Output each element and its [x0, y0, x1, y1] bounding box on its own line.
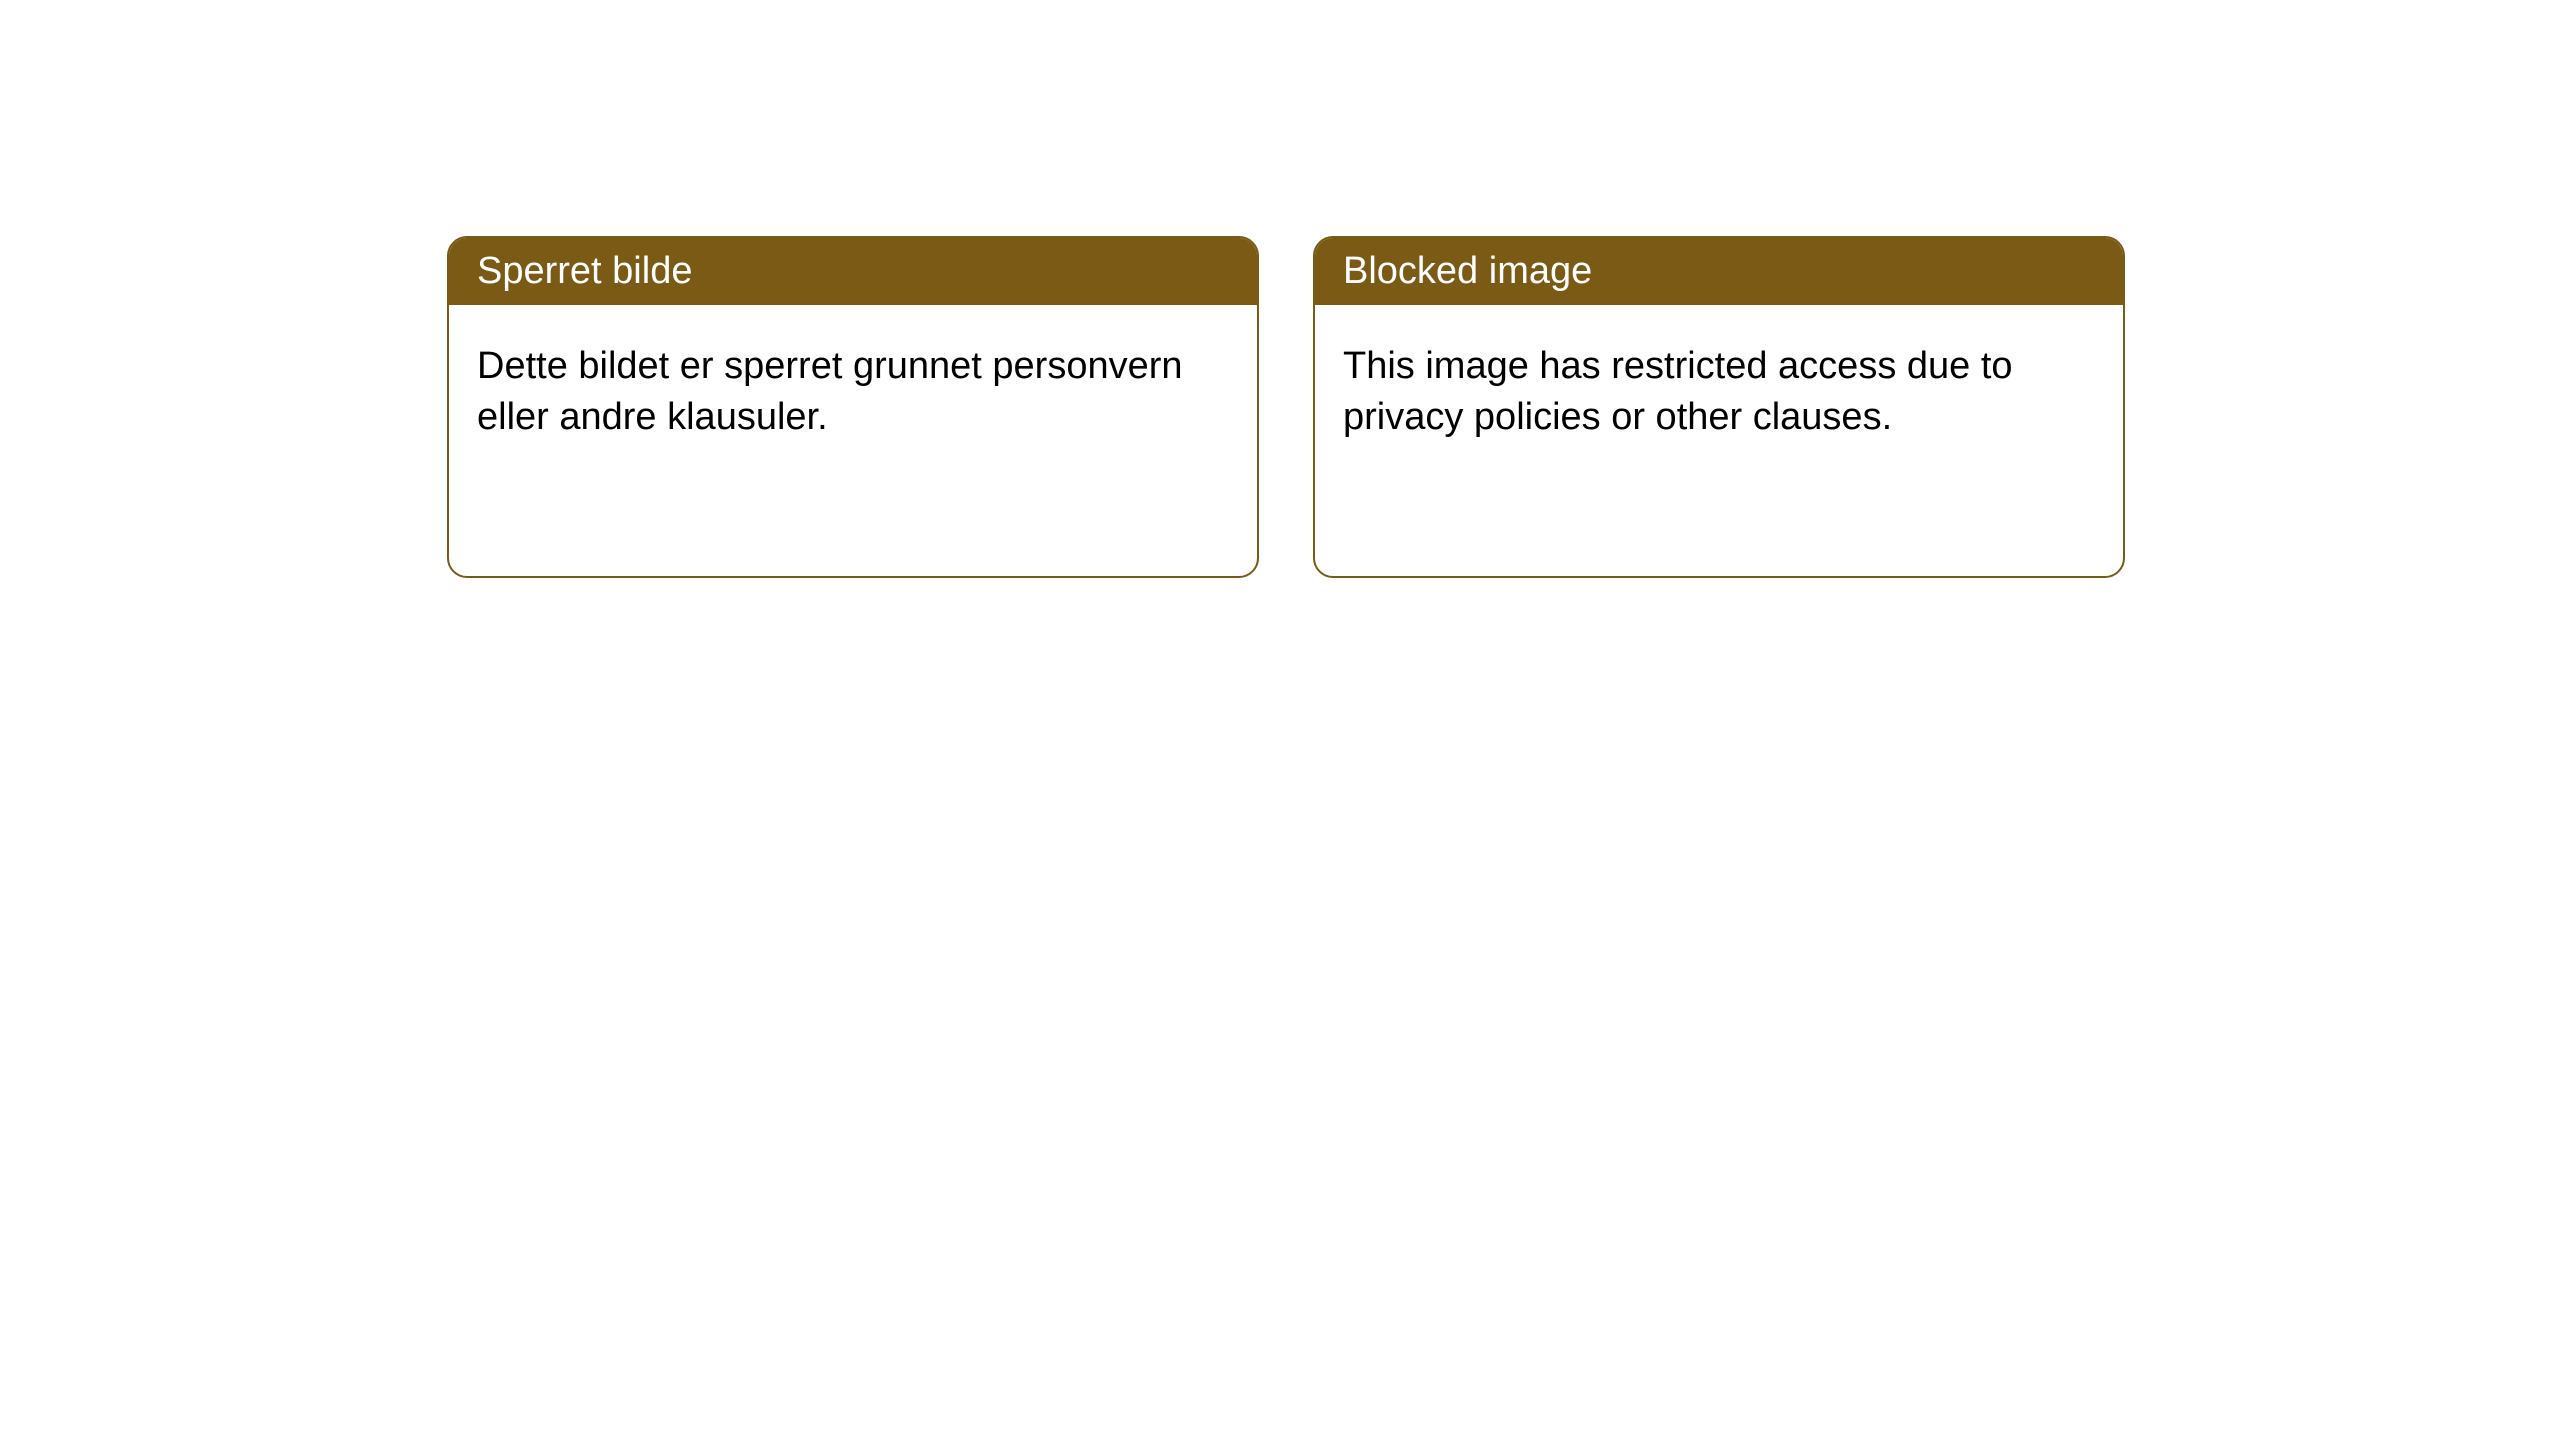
notice-container: Sperret bilde Dette bildet er sperret gr… [0, 0, 2560, 578]
notice-text-english: This image has restricted access due to … [1343, 345, 2013, 438]
notice-title-norwegian: Sperret bilde [477, 250, 692, 292]
notice-body-norwegian: Dette bildet er sperret grunnet personve… [449, 305, 1257, 480]
notice-header-norwegian: Sperret bilde [449, 238, 1257, 305]
notice-text-norwegian: Dette bildet er sperret grunnet personve… [477, 345, 1183, 438]
notice-card-norwegian: Sperret bilde Dette bildet er sperret gr… [447, 236, 1259, 578]
notice-body-english: This image has restricted access due to … [1315, 305, 2123, 480]
notice-title-english: Blocked image [1343, 250, 1592, 292]
notice-card-english: Blocked image This image has restricted … [1313, 236, 2125, 578]
notice-header-english: Blocked image [1315, 238, 2123, 305]
